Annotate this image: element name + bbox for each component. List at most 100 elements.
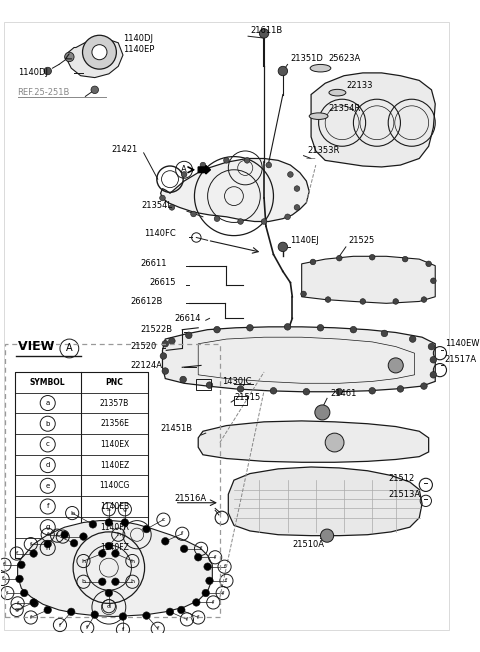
Circle shape: [370, 254, 375, 260]
Text: 25623A: 25623A: [328, 54, 360, 63]
Text: 21451B: 21451B: [161, 424, 192, 433]
Polygon shape: [311, 73, 435, 167]
Text: 21520: 21520: [131, 342, 157, 351]
Text: f: f: [222, 591, 224, 595]
Text: f: f: [197, 615, 199, 620]
Circle shape: [426, 261, 432, 267]
Circle shape: [105, 519, 113, 526]
Text: h: h: [46, 545, 50, 551]
Circle shape: [80, 533, 87, 541]
Text: f: f: [16, 551, 18, 556]
Circle shape: [162, 368, 168, 374]
Text: 1140DJ: 1140DJ: [123, 34, 153, 42]
Circle shape: [294, 186, 300, 192]
Text: 1140CG: 1140CG: [99, 481, 130, 490]
Circle shape: [68, 608, 75, 615]
Text: f: f: [3, 562, 5, 567]
Circle shape: [65, 52, 74, 61]
Text: 21525: 21525: [348, 236, 375, 244]
Circle shape: [206, 382, 213, 389]
Circle shape: [89, 520, 96, 528]
Text: 22133: 22133: [347, 81, 373, 89]
Circle shape: [105, 589, 113, 597]
Text: d: d: [46, 462, 50, 468]
Circle shape: [112, 578, 119, 585]
Polygon shape: [161, 158, 309, 222]
Circle shape: [224, 158, 229, 163]
Circle shape: [247, 325, 253, 331]
Circle shape: [303, 389, 310, 395]
Text: g: g: [46, 524, 50, 530]
Text: 22124A: 22124A: [131, 361, 163, 370]
Circle shape: [315, 405, 330, 420]
Circle shape: [21, 589, 28, 597]
Text: g: g: [15, 608, 19, 612]
Circle shape: [409, 336, 416, 342]
Text: 26614: 26614: [175, 314, 201, 323]
FancyArrow shape: [198, 166, 210, 174]
Polygon shape: [198, 421, 429, 462]
Circle shape: [288, 171, 293, 177]
Ellipse shape: [310, 65, 331, 72]
Text: 1140DJ: 1140DJ: [18, 68, 48, 78]
Circle shape: [194, 554, 202, 561]
Circle shape: [259, 29, 269, 38]
Text: REF.25-251B: REF.25-251B: [18, 88, 70, 97]
Circle shape: [202, 589, 209, 597]
Text: f: f: [214, 555, 216, 560]
Text: 1140FC: 1140FC: [144, 230, 175, 238]
Text: f: f: [17, 601, 19, 606]
Text: 21510A: 21510A: [292, 540, 324, 548]
Text: a: a: [46, 400, 50, 406]
Text: 21461: 21461: [330, 389, 356, 398]
Circle shape: [325, 297, 331, 303]
Text: f: f: [186, 617, 188, 622]
Text: 1140FZ: 1140FZ: [100, 543, 129, 552]
Circle shape: [44, 541, 51, 548]
Circle shape: [44, 67, 51, 75]
Circle shape: [98, 578, 106, 585]
Text: 1140EB: 1140EB: [100, 502, 129, 511]
Text: 21522B: 21522B: [140, 325, 172, 334]
Text: 1140EJ: 1140EJ: [290, 236, 319, 244]
Text: f: f: [47, 503, 49, 509]
Circle shape: [121, 519, 129, 526]
Circle shape: [98, 550, 106, 557]
Circle shape: [270, 387, 277, 394]
Circle shape: [92, 45, 107, 60]
Circle shape: [168, 338, 175, 344]
Circle shape: [428, 344, 435, 350]
Text: 26615: 26615: [149, 278, 176, 287]
Text: f: f: [47, 532, 49, 537]
Text: f: f: [30, 542, 32, 546]
Text: g: g: [123, 507, 127, 512]
Circle shape: [321, 529, 334, 542]
Text: 1140EP: 1140EP: [123, 45, 155, 54]
Circle shape: [421, 297, 427, 303]
Text: f: f: [156, 627, 159, 631]
Circle shape: [91, 86, 98, 94]
Text: f: f: [224, 564, 226, 569]
Circle shape: [70, 539, 78, 547]
Text: f: f: [86, 625, 88, 630]
Circle shape: [160, 195, 165, 201]
Text: c: c: [46, 441, 49, 447]
Circle shape: [325, 433, 344, 452]
Text: f: f: [122, 627, 124, 632]
Ellipse shape: [309, 113, 328, 119]
Text: 26611: 26611: [140, 259, 167, 269]
Circle shape: [162, 340, 168, 347]
Text: f: f: [56, 533, 58, 538]
Text: b: b: [46, 421, 50, 426]
Text: h: h: [116, 532, 120, 537]
Circle shape: [360, 299, 366, 304]
Text: 21515: 21515: [234, 393, 260, 402]
Ellipse shape: [329, 89, 346, 96]
Circle shape: [214, 327, 220, 333]
Text: 21354R: 21354R: [328, 104, 360, 113]
Text: d: d: [107, 604, 111, 609]
Circle shape: [180, 376, 186, 383]
Circle shape: [430, 372, 437, 378]
Circle shape: [178, 606, 185, 614]
Text: e: e: [46, 482, 50, 489]
